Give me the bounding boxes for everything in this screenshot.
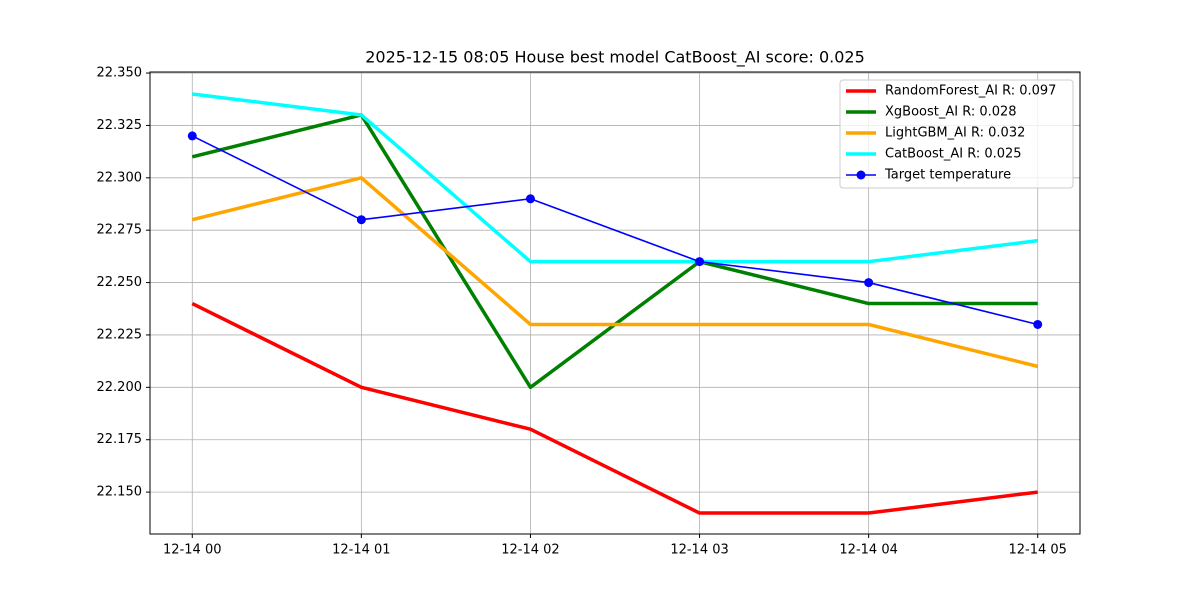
series-line <box>191 301 1038 515</box>
y-tick-label: 22.200 <box>97 380 143 395</box>
series-marker <box>187 131 197 141</box>
x-tick-label: 12-14 00 <box>163 543 221 558</box>
y-tick-label: 22.300 <box>97 170 143 185</box>
x-tick-label: 12-14 01 <box>332 543 390 558</box>
y-tick-label: 22.275 <box>97 223 143 238</box>
chart-title: 2025-12-15 08:05 House best model CatBoo… <box>365 48 865 68</box>
y-tick-label: 22.250 <box>97 275 143 290</box>
series-marker <box>695 257 705 267</box>
y-tick-label: 22.150 <box>97 485 143 500</box>
series-line <box>191 176 1039 369</box>
legend-label: LightGBM_AI R: 0.032 <box>885 126 1025 141</box>
series-marker <box>864 278 874 288</box>
legend-label: Target temperature <box>884 168 1011 183</box>
legend-marker <box>856 170 866 180</box>
series-marker <box>1033 319 1043 329</box>
series-line <box>191 135 1038 326</box>
x-tick-label: 12-14 02 <box>501 543 559 558</box>
legend-label: CatBoost_AI R: 0.025 <box>885 147 1022 162</box>
legend-box <box>839 79 1074 189</box>
x-tick-label: 12-14 04 <box>839 543 897 558</box>
y-tick-label: 22.175 <box>97 432 143 447</box>
x-tick-label: 12-14 03 <box>670 543 728 558</box>
plot-frame <box>149 71 1081 535</box>
y-tick-label: 22.225 <box>97 327 143 342</box>
y-tick-label: 22.325 <box>97 118 143 133</box>
series-marker <box>356 215 366 225</box>
y-tick-label: 22.350 <box>97 66 143 81</box>
x-tick-label: 12-14 05 <box>1009 543 1067 558</box>
legend-label: XgBoost_AI R: 0.028 <box>885 105 1017 120</box>
legend-label: RandomForest_AI R: 0.097 <box>885 84 1056 99</box>
series-line <box>192 92 1038 264</box>
series-marker <box>525 194 535 204</box>
